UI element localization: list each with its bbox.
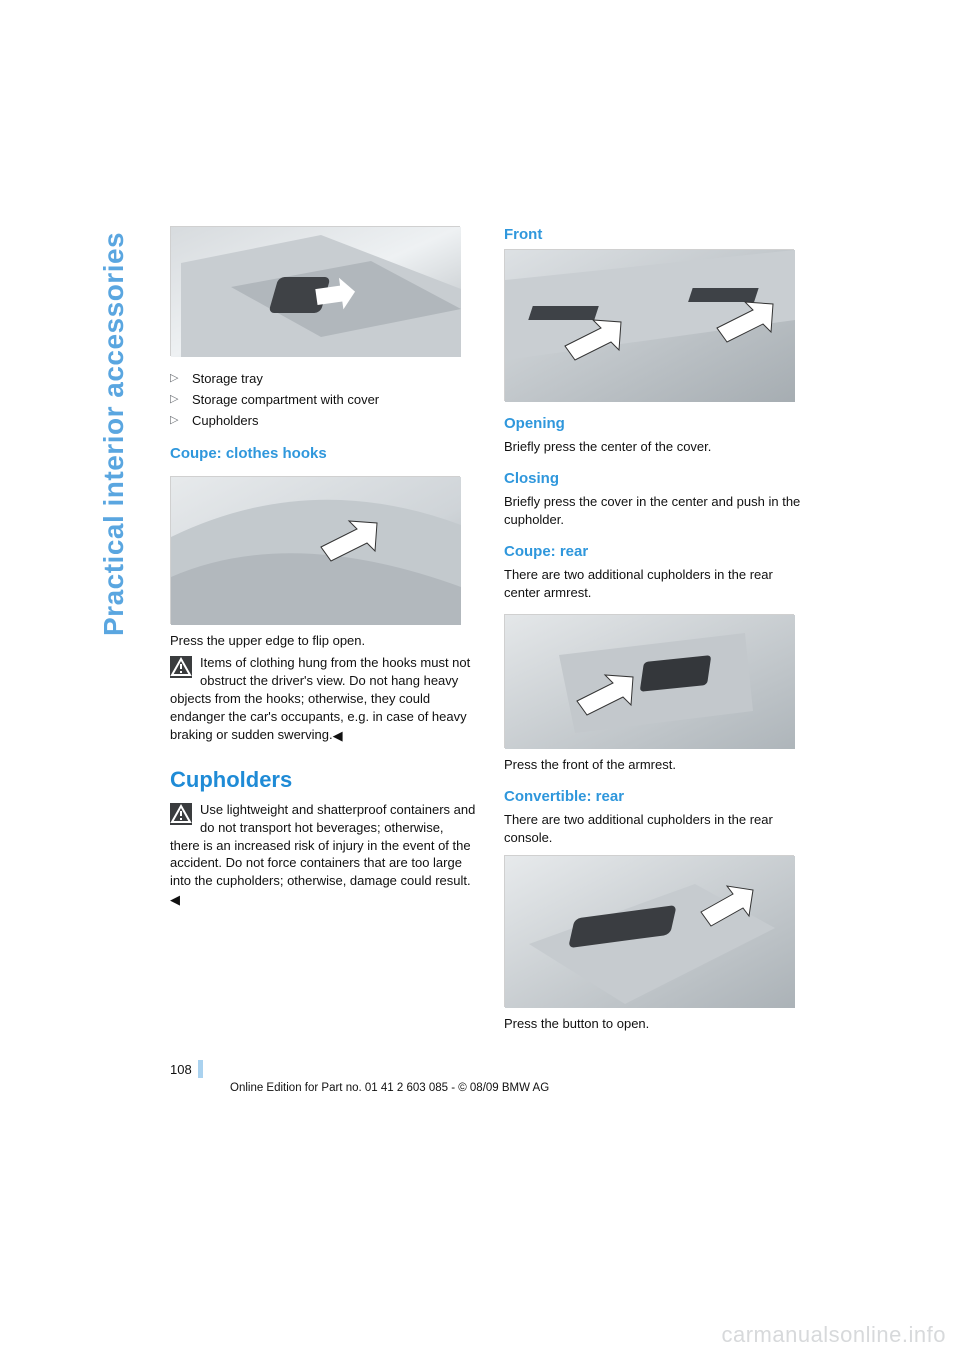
- warning-block: Items of clothing hung from the hooks mu…: [170, 654, 476, 745]
- figure-convertible-rear-cupholders: [504, 855, 794, 1007]
- body-text: Briefly press the cover in the center an…: [504, 493, 810, 529]
- figure-storage-compartment: [170, 226, 460, 356]
- figure-illustration: [505, 856, 795, 1008]
- subheading-clothes-hooks: Coupe: clothes hooks: [170, 445, 476, 462]
- list-item: Storage compartment with cover: [170, 389, 476, 410]
- caption-text: Press the upper edge to flip open.: [170, 632, 476, 650]
- end-mark-icon: ◀: [333, 727, 343, 745]
- list-item: Storage tray: [170, 368, 476, 389]
- manual-page: Practical interior accessories: [0, 0, 960, 1358]
- subheading-front: Front: [504, 226, 810, 243]
- bullet-list: Storage tray Storage compartment with co…: [170, 368, 476, 431]
- body-text: Briefly press the center of the cover.: [504, 438, 810, 456]
- figure-coupe-rear-cupholders: [504, 614, 794, 748]
- page-number-bar: [198, 1060, 203, 1078]
- left-column: Storage tray Storage compartment with co…: [170, 226, 476, 1032]
- subheading-closing: Closing: [504, 470, 810, 487]
- content-area: Storage tray Storage compartment with co…: [170, 226, 810, 1094]
- warning-block: Use lightweight and shatterproof contain…: [170, 801, 476, 910]
- body-text: There are two additional cupholders in t…: [504, 811, 810, 847]
- footer-edition-line: Online Edition for Part no. 01 41 2 603 …: [230, 1082, 810, 1094]
- caption-text: Press the front of the armrest.: [504, 756, 810, 774]
- warning-icon: [170, 803, 192, 825]
- subheading-coupe-rear: Coupe: rear: [504, 543, 810, 560]
- figure-illustration: [171, 477, 461, 625]
- subheading-opening: Opening: [504, 415, 810, 432]
- heading-cupholders: Cupholders: [170, 767, 476, 793]
- figure-clothes-hooks: [170, 476, 460, 624]
- warning-text: Items of clothing hung from the hooks mu…: [170, 654, 476, 745]
- caption-text: Press the button to open.: [504, 1015, 810, 1033]
- watermark-text: carmanualsonline.info: [721, 1322, 946, 1348]
- list-item: Cupholders: [170, 410, 476, 431]
- figure-illustration: [505, 250, 795, 402]
- page-number: 108: [170, 1062, 192, 1077]
- end-mark-icon: ◀: [170, 891, 180, 909]
- warning-text: Use lightweight and shatterproof contain…: [170, 801, 476, 910]
- subheading-convertible-rear: Convertible: rear: [504, 788, 810, 805]
- section-title-vertical: Practical interior accessories: [98, 232, 130, 636]
- page-number-block: 108: [170, 1060, 810, 1078]
- warning-icon: [170, 656, 192, 678]
- figure-front-cupholders: [504, 249, 794, 401]
- figure-illustration: [505, 615, 795, 749]
- two-column-layout: Storage tray Storage compartment with co…: [170, 226, 810, 1032]
- figure-illustration: [171, 227, 461, 357]
- right-column: Front: [504, 226, 810, 1032]
- body-text: There are two additional cupholders in t…: [504, 566, 810, 602]
